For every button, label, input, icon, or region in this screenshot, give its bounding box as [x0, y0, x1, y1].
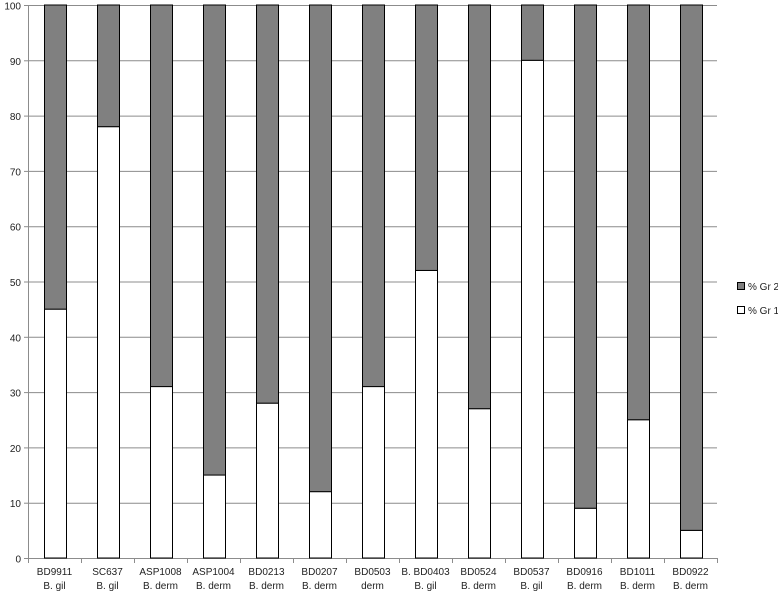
bar-segment-gr1 [151, 387, 173, 558]
x-tick-label-line2: B. derm [673, 581, 708, 592]
x-tick-label-line2: B. derm [249, 581, 284, 592]
bar-segment-gr2 [310, 5, 332, 492]
bar-segment-gr1 [681, 530, 703, 558]
y-tick-label: 90 [10, 57, 22, 68]
bar-segment-gr1 [98, 127, 120, 558]
x-tick-label-line2: B. derm [461, 581, 496, 592]
x-tick-labels: BD9911 B. gil SC637 B. gil ASP1008 B. derm ASP… [37, 567, 709, 592]
x-tick-label-line2: B. gil [43, 581, 65, 592]
bar-segment-gr2 [257, 5, 279, 403]
x-tick-label-line1: BD0922 [672, 567, 709, 578]
bar-segment-gr1 [45, 309, 67, 558]
x-tick-label-line1: SC637 [92, 567, 123, 578]
y-tick-label: 10 [10, 499, 22, 510]
legend-swatch [738, 283, 745, 290]
y-tick-label: 40 [10, 333, 22, 344]
y-tick-label: 100 [4, 2, 21, 13]
bar-segment-gr2 [628, 5, 650, 420]
y-tick-labels: 0 10 20 30 40 50 60 70 80 90 100 [4, 2, 21, 566]
legend-swatch [738, 307, 745, 314]
bar-segment-gr1 [204, 475, 226, 558]
bar-segment-gr1 [522, 60, 544, 558]
bar-segment-gr2 [204, 5, 226, 475]
x-tick-label-line1: B. BD0403 [401, 567, 450, 578]
x-tick-label-line1: BD0213 [248, 567, 285, 578]
bar-segment-gr1 [257, 403, 279, 558]
bar-segment-gr1 [575, 508, 597, 558]
bar-segment-gr1 [310, 492, 332, 558]
y-tick-label: 0 [15, 555, 21, 566]
x-tick-label-line2: B. derm [567, 581, 602, 592]
bar-segment-gr2 [681, 5, 703, 530]
y-tick-label: 70 [10, 167, 22, 178]
x-tick-label-line2: B. gil [96, 581, 118, 592]
bar-segment-gr2 [575, 5, 597, 508]
legend-label: % Gr 2 [748, 282, 778, 293]
legend: % Gr 2 % Gr 1 [738, 282, 778, 317]
bar-segment-gr2 [469, 5, 491, 409]
bar-segment-gr2 [416, 5, 438, 270]
x-tick-label-line2: B. derm [196, 581, 231, 592]
y-tick-label: 30 [10, 389, 22, 400]
y-tick-label: 50 [10, 278, 22, 289]
x-tick-label-line2: B. derm [302, 581, 337, 592]
x-tick-label-line2: B. derm [620, 581, 655, 592]
x-tick-label-line1: BD9911 [37, 567, 73, 578]
x-tick-label-line2: derm [361, 581, 384, 592]
bar-segment-gr2 [151, 5, 173, 387]
x-tick-label-line1: ASP1008 [139, 567, 182, 578]
x-tick-label-line1: BD0537 [513, 567, 550, 578]
x-tick-label-line1: BD0524 [460, 567, 497, 578]
bar-segment-gr1 [628, 420, 650, 558]
x-tick-label-line1: BD1011 [620, 567, 656, 578]
bar-segment-gr2 [522, 5, 544, 60]
y-tick-label: 80 [10, 112, 22, 123]
bar-segment-gr1 [363, 387, 385, 558]
x-tick-label-line2: B. gil [520, 581, 542, 592]
bar-segment-gr2 [363, 5, 385, 387]
bar-segment-gr1 [416, 270, 438, 558]
bar-segment-gr2 [45, 5, 67, 309]
y-tick-label: 60 [10, 223, 22, 234]
x-tick-label-line2: B. gil [414, 581, 436, 592]
x-tick-label-line1: ASP1004 [192, 567, 235, 578]
bar-segment-gr2 [98, 5, 120, 127]
x-tick-label-line1: BD0503 [354, 567, 391, 578]
x-tick-label-line1: BD0207 [301, 567, 338, 578]
x-tick-label-line2: B. derm [143, 581, 178, 592]
y-tick-label: 20 [10, 444, 22, 455]
x-tick-label-line1: BD0916 [566, 567, 603, 578]
bar-segment-gr1 [469, 409, 491, 558]
legend-label: % Gr 1 [748, 306, 778, 317]
